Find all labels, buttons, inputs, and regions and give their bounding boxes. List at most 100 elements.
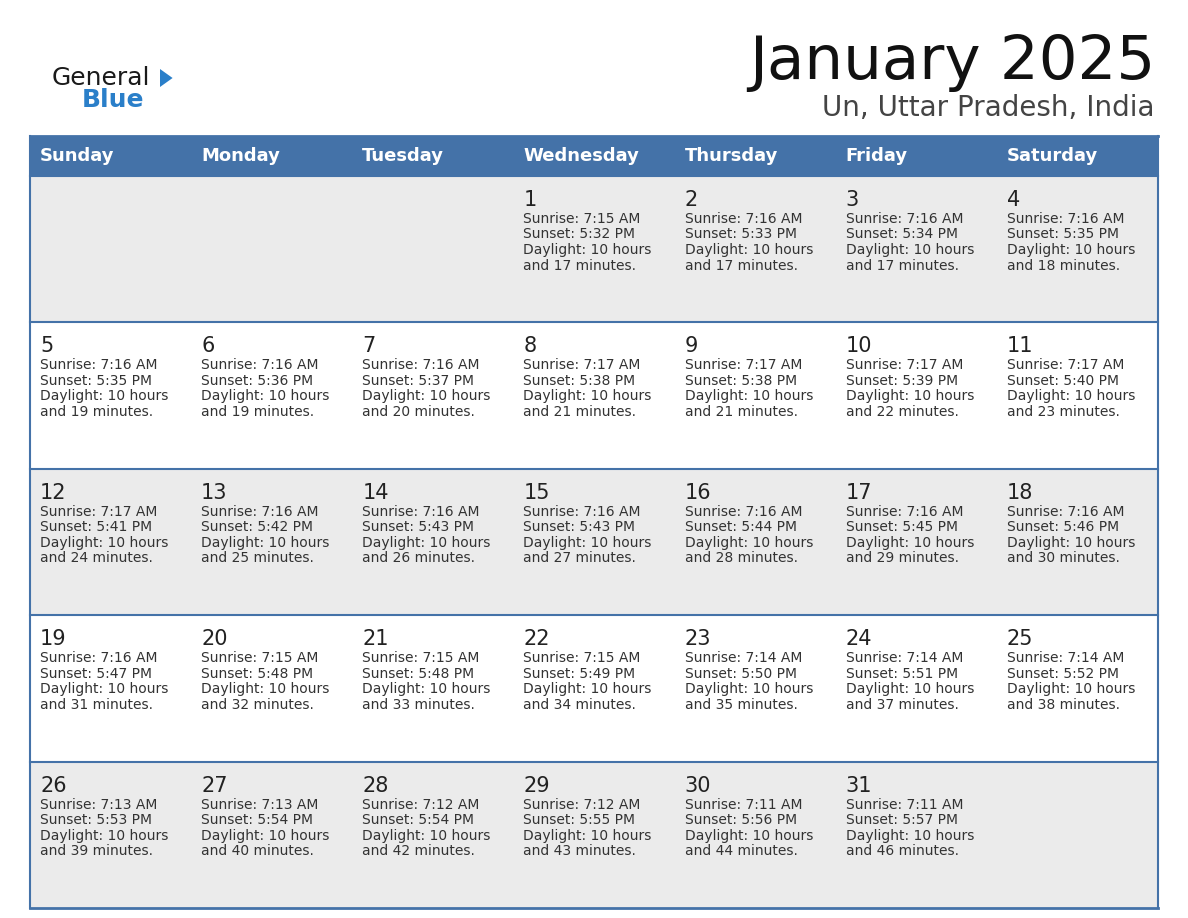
- Text: Daylight: 10 hours: Daylight: 10 hours: [846, 829, 974, 843]
- Text: and 44 minutes.: and 44 minutes.: [684, 844, 797, 858]
- Text: and 38 minutes.: and 38 minutes.: [1007, 698, 1120, 711]
- Text: Daylight: 10 hours: Daylight: 10 hours: [684, 243, 813, 257]
- Text: Daylight: 10 hours: Daylight: 10 hours: [684, 829, 813, 843]
- Text: Sunset: 5:53 PM: Sunset: 5:53 PM: [40, 813, 152, 827]
- Text: Sunrise: 7:17 AM: Sunrise: 7:17 AM: [684, 358, 802, 373]
- Text: Sunrise: 7:17 AM: Sunrise: 7:17 AM: [846, 358, 963, 373]
- Text: Daylight: 10 hours: Daylight: 10 hours: [1007, 243, 1136, 257]
- Text: and 17 minutes.: and 17 minutes.: [846, 259, 959, 273]
- Text: Sunrise: 7:16 AM: Sunrise: 7:16 AM: [1007, 212, 1124, 226]
- Text: and 21 minutes.: and 21 minutes.: [684, 405, 797, 419]
- Text: Sunset: 5:46 PM: Sunset: 5:46 PM: [1007, 521, 1119, 534]
- Text: Daylight: 10 hours: Daylight: 10 hours: [40, 682, 169, 696]
- Text: and 46 minutes.: and 46 minutes.: [846, 844, 959, 858]
- Text: and 34 minutes.: and 34 minutes.: [524, 698, 637, 711]
- Text: 10: 10: [846, 336, 872, 356]
- Text: Daylight: 10 hours: Daylight: 10 hours: [40, 829, 169, 843]
- Text: and 31 minutes.: and 31 minutes.: [40, 698, 153, 711]
- Text: Sunset: 5:54 PM: Sunset: 5:54 PM: [362, 813, 474, 827]
- Text: and 40 minutes.: and 40 minutes.: [201, 844, 314, 858]
- Text: Daylight: 10 hours: Daylight: 10 hours: [524, 829, 652, 843]
- Text: Sunset: 5:48 PM: Sunset: 5:48 PM: [201, 666, 314, 681]
- Text: Blue: Blue: [82, 88, 145, 112]
- Text: 12: 12: [40, 483, 67, 503]
- Text: Sunrise: 7:16 AM: Sunrise: 7:16 AM: [846, 505, 963, 519]
- Bar: [30, 176, 1158, 322]
- Text: Friday: Friday: [846, 147, 908, 165]
- Text: Sunset: 5:43 PM: Sunset: 5:43 PM: [524, 521, 636, 534]
- Text: Sunset: 5:44 PM: Sunset: 5:44 PM: [684, 521, 797, 534]
- Text: Daylight: 10 hours: Daylight: 10 hours: [362, 829, 491, 843]
- Text: Sunset: 5:49 PM: Sunset: 5:49 PM: [524, 666, 636, 681]
- Text: Sunset: 5:43 PM: Sunset: 5:43 PM: [362, 521, 474, 534]
- Text: Sunset: 5:35 PM: Sunset: 5:35 PM: [40, 374, 152, 388]
- Text: and 22 minutes.: and 22 minutes.: [846, 405, 959, 419]
- Text: 23: 23: [684, 629, 712, 649]
- Text: Sunrise: 7:13 AM: Sunrise: 7:13 AM: [40, 798, 157, 812]
- Text: Sunset: 5:36 PM: Sunset: 5:36 PM: [201, 374, 314, 388]
- Text: Daylight: 10 hours: Daylight: 10 hours: [201, 829, 329, 843]
- Text: Sunset: 5:50 PM: Sunset: 5:50 PM: [684, 666, 797, 681]
- Text: 13: 13: [201, 483, 228, 503]
- Text: Daylight: 10 hours: Daylight: 10 hours: [362, 536, 491, 550]
- Text: and 43 minutes.: and 43 minutes.: [524, 844, 637, 858]
- Text: and 33 minutes.: and 33 minutes.: [362, 698, 475, 711]
- Text: Sunset: 5:32 PM: Sunset: 5:32 PM: [524, 228, 636, 241]
- Text: Sunrise: 7:16 AM: Sunrise: 7:16 AM: [362, 358, 480, 373]
- Text: Daylight: 10 hours: Daylight: 10 hours: [684, 536, 813, 550]
- Text: Daylight: 10 hours: Daylight: 10 hours: [684, 682, 813, 696]
- Text: 11: 11: [1007, 336, 1034, 356]
- Text: Sunrise: 7:11 AM: Sunrise: 7:11 AM: [846, 798, 963, 812]
- Text: and 24 minutes.: and 24 minutes.: [40, 552, 153, 565]
- Text: Sunrise: 7:16 AM: Sunrise: 7:16 AM: [40, 651, 158, 666]
- Text: 2: 2: [684, 190, 697, 210]
- Text: and 29 minutes.: and 29 minutes.: [846, 552, 959, 565]
- Text: Daylight: 10 hours: Daylight: 10 hours: [362, 389, 491, 403]
- Text: Sunset: 5:33 PM: Sunset: 5:33 PM: [684, 228, 797, 241]
- Text: Sunset: 5:47 PM: Sunset: 5:47 PM: [40, 666, 152, 681]
- Text: 26: 26: [40, 776, 67, 796]
- Text: and 19 minutes.: and 19 minutes.: [201, 405, 315, 419]
- Text: Daylight: 10 hours: Daylight: 10 hours: [40, 389, 169, 403]
- Text: Sunset: 5:41 PM: Sunset: 5:41 PM: [40, 521, 152, 534]
- Text: Sunrise: 7:17 AM: Sunrise: 7:17 AM: [524, 358, 640, 373]
- Text: Sunrise: 7:16 AM: Sunrise: 7:16 AM: [362, 505, 480, 519]
- Text: Daylight: 10 hours: Daylight: 10 hours: [524, 682, 652, 696]
- Text: Sunset: 5:51 PM: Sunset: 5:51 PM: [846, 666, 958, 681]
- Text: 4: 4: [1007, 190, 1020, 210]
- Text: 7: 7: [362, 336, 375, 356]
- Text: 18: 18: [1007, 483, 1034, 503]
- Text: Sunset: 5:37 PM: Sunset: 5:37 PM: [362, 374, 474, 388]
- Text: 5: 5: [40, 336, 53, 356]
- Text: and 20 minutes.: and 20 minutes.: [362, 405, 475, 419]
- Text: Daylight: 10 hours: Daylight: 10 hours: [1007, 682, 1136, 696]
- Text: Saturday: Saturday: [1007, 147, 1098, 165]
- Text: Sunset: 5:39 PM: Sunset: 5:39 PM: [846, 374, 958, 388]
- Text: and 26 minutes.: and 26 minutes.: [362, 552, 475, 565]
- Text: Wednesday: Wednesday: [524, 147, 639, 165]
- Text: 20: 20: [201, 629, 228, 649]
- Text: General: General: [52, 66, 151, 90]
- Text: and 19 minutes.: and 19 minutes.: [40, 405, 153, 419]
- Text: Sunset: 5:52 PM: Sunset: 5:52 PM: [1007, 666, 1119, 681]
- Text: and 23 minutes.: and 23 minutes.: [1007, 405, 1120, 419]
- Text: 27: 27: [201, 776, 228, 796]
- Text: Sunrise: 7:16 AM: Sunrise: 7:16 AM: [1007, 505, 1124, 519]
- Bar: [30, 469, 1158, 615]
- Text: Sunset: 5:38 PM: Sunset: 5:38 PM: [684, 374, 797, 388]
- Text: Daylight: 10 hours: Daylight: 10 hours: [362, 682, 491, 696]
- Text: Sunset: 5:56 PM: Sunset: 5:56 PM: [684, 813, 797, 827]
- Text: Sunrise: 7:17 AM: Sunrise: 7:17 AM: [40, 505, 157, 519]
- Text: 30: 30: [684, 776, 712, 796]
- Bar: [30, 322, 1158, 469]
- Text: Un, Uttar Pradesh, India: Un, Uttar Pradesh, India: [822, 94, 1155, 122]
- Bar: [30, 615, 1158, 762]
- Text: 16: 16: [684, 483, 712, 503]
- Text: Sunrise: 7:12 AM: Sunrise: 7:12 AM: [524, 798, 640, 812]
- Text: Sunrise: 7:15 AM: Sunrise: 7:15 AM: [362, 651, 480, 666]
- Text: Daylight: 10 hours: Daylight: 10 hours: [684, 389, 813, 403]
- Text: Sunrise: 7:16 AM: Sunrise: 7:16 AM: [40, 358, 158, 373]
- Text: Sunrise: 7:16 AM: Sunrise: 7:16 AM: [201, 505, 318, 519]
- Text: Sunrise: 7:14 AM: Sunrise: 7:14 AM: [684, 651, 802, 666]
- Text: Sunrise: 7:15 AM: Sunrise: 7:15 AM: [201, 651, 318, 666]
